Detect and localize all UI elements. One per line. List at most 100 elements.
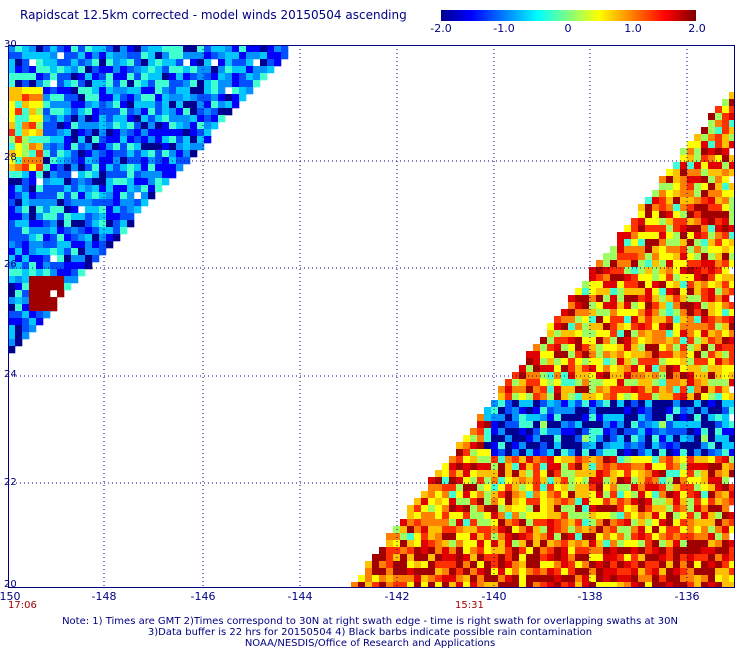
swath-cell [589,386,597,394]
swath-cell [575,309,583,317]
swath-cell [666,225,674,233]
swath-cell [575,554,583,562]
swath-cell [498,561,506,569]
swath-cell [29,171,37,179]
swath-cell [99,129,107,137]
swath-cell [631,407,639,415]
swath-cell [687,568,695,576]
swath-cell [78,73,86,81]
swath-cell [715,323,723,331]
swath-cell [659,393,667,401]
swath-cell [22,283,30,291]
swath-cell [449,519,457,527]
swath-cell [533,582,541,588]
swath-cell [708,260,716,268]
swath-cell [484,533,492,541]
swath-cell [533,421,541,429]
swath-cell [176,94,184,102]
swath-cell [666,421,674,429]
swath-cell [715,540,723,548]
swath-cell [673,316,681,324]
swath-cell [645,407,653,415]
swath-cell [106,59,114,67]
swath-cell [64,94,72,102]
swath-cell [141,115,149,123]
swath-cell [463,505,471,513]
swath-cell [610,414,618,422]
swath-cell [673,386,681,394]
swath-cell [428,484,436,492]
swath-cell [715,512,723,520]
swath-cell [169,143,177,151]
swath-cell [29,227,37,235]
swath-cell [694,582,702,588]
swath-cell [505,484,513,492]
swath-cell [708,274,716,282]
swath-cell [141,199,149,207]
swath-cell [246,87,254,95]
swath-cell [36,185,44,193]
swath-cell [456,533,464,541]
swath-cell [190,73,198,81]
swath-cell [638,575,646,583]
swath-cell [645,225,653,233]
swath-cell [729,582,735,588]
swath-cell [673,176,681,184]
swath-cell [715,281,723,289]
swath-cell [715,316,723,324]
swath-cell [519,449,527,457]
swath-cell [519,582,527,588]
swath-cell [484,435,492,443]
swath-cell [547,526,555,534]
swath-cell [8,73,16,81]
swath-cell [722,134,730,142]
swath-cell [484,421,492,429]
swath-cell [22,122,30,130]
swath-cell [85,213,93,221]
swath-cell [624,365,632,373]
swath-cell [29,66,37,74]
swath-cell [568,505,576,513]
swath-cell [631,575,639,583]
swath-cell [540,435,548,443]
swath-cell [540,491,548,499]
swath-cell [29,248,37,256]
swath-cell [36,192,44,200]
swath-cell [575,561,583,569]
swath-cell [645,463,653,471]
swath-cell [645,260,653,268]
swath-cell [610,267,618,275]
swath-cell [561,463,569,471]
swath-cell [631,295,639,303]
swath-cell [400,526,408,534]
swath-cell [589,533,597,541]
swath-cell [15,164,23,172]
swath-cell [470,435,478,443]
swath-cell [15,227,23,235]
swath-cell [155,178,163,186]
swath-cell [22,213,30,221]
swath-cell [57,290,65,298]
swath-cell [22,108,30,116]
swath-cell [589,505,597,513]
swath-cell [652,211,660,219]
swath-cell [162,101,170,109]
swath-cell [652,477,660,485]
swath-cell [505,526,513,534]
swath-cell [694,351,702,359]
swath-cell [169,101,177,109]
swath-cell [71,73,79,81]
swath-cell [141,171,149,179]
swath-cell [43,108,51,116]
swath-cell [211,87,219,95]
swath-cell [421,568,429,576]
swath-cell [645,498,653,506]
swath-cell [589,498,597,506]
swath-cell [183,73,191,81]
swath-cell [120,206,128,214]
swath-cell [673,183,681,191]
swath-cell [232,59,240,67]
swath-cell [596,575,604,583]
swath-cell [561,365,569,373]
swath-cell [22,318,30,326]
